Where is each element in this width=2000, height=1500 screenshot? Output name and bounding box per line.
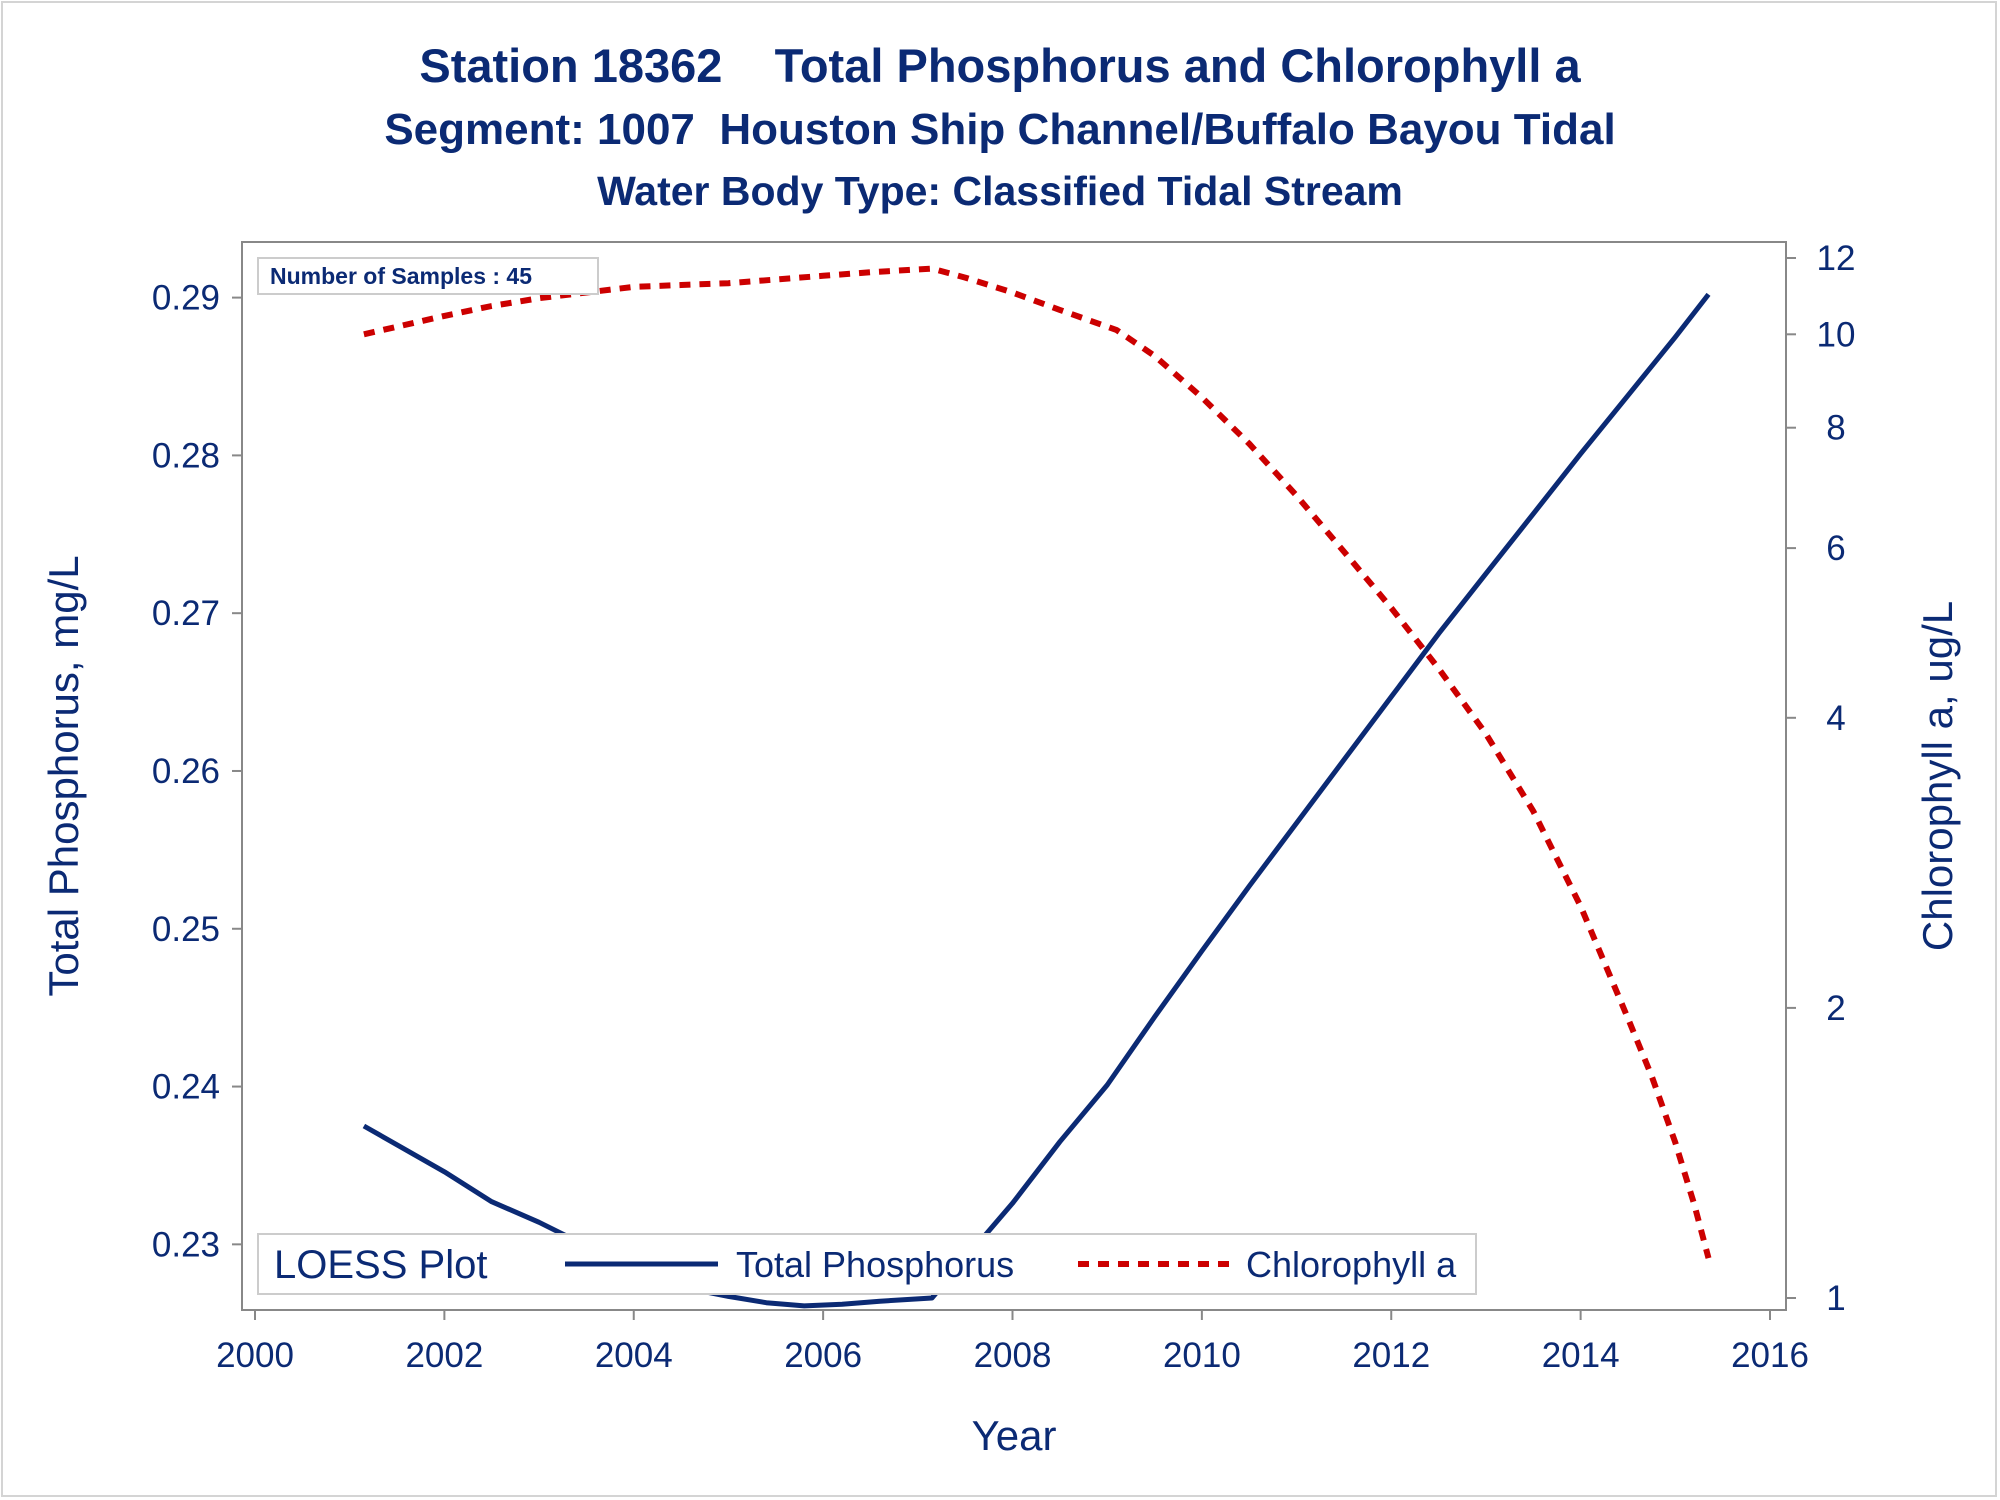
samples-count-label: Number of Samples : 45	[270, 263, 532, 289]
legend: LOESS Plot Total Phosphorus Chlorophyll …	[257, 1233, 1477, 1295]
legend-label-chlorophyll: Chlorophyll a	[1246, 1244, 1457, 1285]
x-tick-label: 2002	[405, 1336, 483, 1375]
series-line-chlorophyll	[363, 265, 1712, 1259]
y-right-tick-label: 8	[1826, 409, 1845, 448]
x-tick-label: 2014	[1542, 1336, 1620, 1375]
y-left-tick-label: 0.28	[152, 436, 220, 475]
y-right-tick-label: 1	[1826, 1279, 1845, 1318]
series-line-phosphorus	[362, 292, 1711, 1309]
x-axis: 2000 2002 2004 2006 2008 2010 2012 2014 2016	[216, 1310, 1809, 1375]
y-left-tick-label: 0.24	[152, 1068, 220, 1107]
x-tick-label: 2008	[974, 1336, 1052, 1375]
samples-inset: Number of Samples : 45	[257, 257, 599, 295]
x-tick-label: 2016	[1731, 1336, 1809, 1375]
y-right-tick-label: 4	[1826, 699, 1845, 738]
y-right-tick-label: 12	[1817, 239, 1856, 278]
legend-box	[257, 1233, 1477, 1295]
samples-inset-box	[257, 257, 599, 295]
x-tick-label: 2000	[216, 1336, 294, 1375]
x-tick-label: 2006	[784, 1336, 862, 1375]
x-tick-label: 2004	[595, 1336, 673, 1375]
chart-title: Station 18362 Total Phosphorus and Chlor…	[419, 39, 1581, 92]
y-left-tick-label: 0.27	[152, 594, 220, 633]
x-tick-label: 2012	[1352, 1336, 1430, 1375]
legend-label-phosphorus: Total Phosphorus	[736, 1244, 1014, 1285]
y-left-tick-label: 0.26	[152, 752, 220, 791]
x-axis-label: Year	[972, 1412, 1057, 1459]
x-tick-label: 2010	[1163, 1336, 1241, 1375]
legend-title: LOESS Plot	[274, 1243, 487, 1287]
y-axis-left: 0.23 0.24 0.25 0.26 0.27 0.28 0.29	[152, 279, 242, 1264]
y-left-tick-label: 0.23	[152, 1225, 220, 1264]
y-right-tick-label: 2	[1826, 989, 1845, 1028]
chart-subtitle-water-body: Water Body Type: Classified Tidal Stream	[597, 168, 1403, 214]
chart-subtitle-segment: Segment: 1007 Houston Ship Channel/Buffa…	[384, 105, 1616, 154]
series-layer	[362, 265, 1712, 1309]
y-left-tick-label: 0.29	[152, 279, 220, 318]
y-right-tick-label: 10	[1817, 315, 1856, 354]
y-left-tick-label: 0.25	[152, 910, 220, 949]
y-axis-right-label: Chlorophyll a, ug/L	[1914, 601, 1961, 951]
y-axis-left-label: Total Phosphorus, mg/L	[40, 555, 87, 996]
y-right-tick-label: 6	[1826, 529, 1845, 568]
plot-area	[241, 241, 1787, 1311]
